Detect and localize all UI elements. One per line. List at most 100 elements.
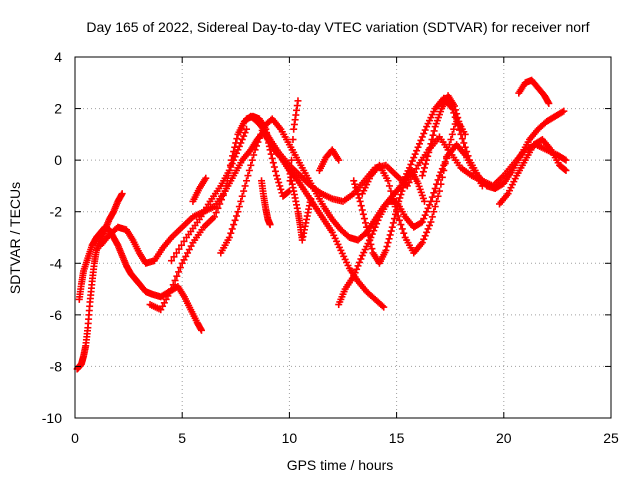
interpolated-point xyxy=(561,155,569,163)
interpolated-point xyxy=(400,180,408,188)
data-point xyxy=(382,246,390,254)
interpolated-point xyxy=(425,201,433,209)
interpolated-point xyxy=(453,110,461,118)
interpolated-point xyxy=(426,144,434,152)
interpolated-point xyxy=(355,258,363,266)
x-tick-label: 20 xyxy=(496,430,512,446)
interpolated-point xyxy=(411,150,419,158)
x-tick-label: 10 xyxy=(282,430,298,446)
y-tick-label: -10 xyxy=(42,410,62,426)
interpolated-point xyxy=(367,240,375,248)
interpolated-point xyxy=(275,178,283,186)
interpolated-point xyxy=(452,106,460,114)
data-point xyxy=(251,146,259,154)
data-point xyxy=(350,177,358,185)
interpolated-point xyxy=(240,187,248,195)
interpolated-point xyxy=(383,243,391,251)
interpolated-point xyxy=(214,204,222,212)
interpolated-point xyxy=(424,225,432,233)
interpolated-point xyxy=(423,228,431,236)
interpolated-point xyxy=(255,134,263,142)
data-point xyxy=(197,326,205,334)
interpolated-point xyxy=(419,168,427,176)
interpolated-point xyxy=(421,232,429,240)
y-tick-label: -4 xyxy=(50,255,63,271)
interpolated-point xyxy=(245,166,253,174)
interpolated-point xyxy=(455,117,463,125)
interpolated-point xyxy=(461,143,469,151)
data-point xyxy=(414,143,422,151)
interpolated-point xyxy=(425,221,433,229)
interpolated-point xyxy=(230,156,238,164)
data-point xyxy=(388,223,396,231)
interpolated-point xyxy=(288,146,296,154)
interpolated-point xyxy=(270,163,278,171)
y-tick-label: -2 xyxy=(50,204,63,220)
interpolated-point xyxy=(433,197,441,205)
data-point xyxy=(167,257,175,265)
interpolated-point xyxy=(420,164,428,172)
interpolated-point xyxy=(410,154,418,162)
interpolated-point xyxy=(227,163,235,171)
interpolated-point xyxy=(177,241,185,249)
data-point xyxy=(225,166,233,174)
interpolated-point xyxy=(212,209,220,217)
interpolated-point xyxy=(371,223,379,231)
interpolated-point xyxy=(173,272,181,280)
data-point xyxy=(427,218,435,226)
interpolated-point xyxy=(428,213,436,221)
data-point xyxy=(560,107,568,115)
data-point xyxy=(234,208,242,216)
interpolated-point xyxy=(248,156,256,164)
plot-frame xyxy=(74,56,612,419)
interpolated-point xyxy=(353,265,361,273)
data-point xyxy=(420,197,428,205)
interpolated-point xyxy=(393,206,401,214)
interpolated-point xyxy=(373,220,381,228)
interpolated-point xyxy=(254,138,262,146)
data-point xyxy=(307,195,315,203)
interpolated-point xyxy=(398,225,406,233)
data-point xyxy=(478,182,486,190)
x-tick-labels: 0 5 10 15 20 25 xyxy=(71,430,619,446)
interpolated-point xyxy=(247,161,255,169)
data-point xyxy=(243,177,251,185)
data-point xyxy=(457,125,465,133)
interpolated-point xyxy=(370,227,378,235)
interpolated-point xyxy=(378,302,386,310)
interpolated-point xyxy=(288,156,296,164)
interpolated-point xyxy=(423,208,431,216)
data-point xyxy=(266,146,274,154)
data-point xyxy=(418,218,426,226)
interpolated-point xyxy=(227,229,235,237)
interpolated-point xyxy=(558,108,566,116)
data-point xyxy=(562,166,570,174)
interpolated-point xyxy=(250,151,258,159)
interpolated-point xyxy=(357,202,365,210)
x-axis-label: GPS time / hours xyxy=(287,457,394,473)
interpolated-point xyxy=(228,225,236,233)
interpolated-point xyxy=(233,149,241,157)
interpolated-point xyxy=(398,187,406,195)
data-point xyxy=(273,172,281,180)
interpolated-point xyxy=(244,172,252,180)
interpolated-point xyxy=(253,142,261,150)
interpolated-point xyxy=(445,141,453,149)
interpolated-point xyxy=(396,194,404,202)
interpolated-point xyxy=(427,140,435,148)
interpolated-point xyxy=(271,167,279,175)
interpolated-point xyxy=(362,219,370,227)
interpolated-point xyxy=(171,276,179,284)
data-point xyxy=(435,187,443,195)
interpolated-point xyxy=(389,219,397,227)
data-point xyxy=(118,190,126,198)
interpolated-point xyxy=(418,133,426,141)
interpolated-point xyxy=(235,142,243,150)
interpolated-point xyxy=(170,253,178,261)
interpolated-point xyxy=(238,136,246,144)
interpolated-point xyxy=(284,188,292,196)
data-point xyxy=(363,223,371,231)
interpolated-point xyxy=(274,175,282,183)
interpolated-point xyxy=(218,196,226,204)
interpolated-point xyxy=(417,136,425,144)
